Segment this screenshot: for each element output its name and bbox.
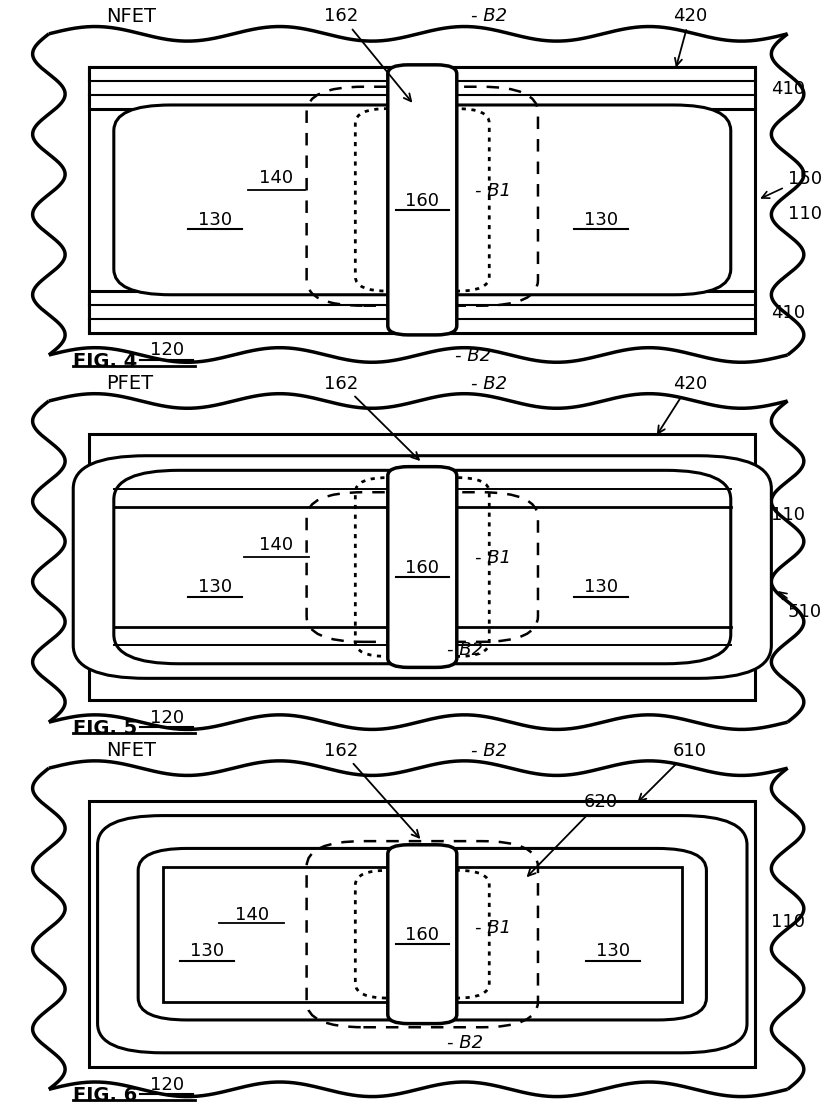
FancyBboxPatch shape [388,65,456,336]
Text: 420: 420 [673,8,707,66]
Text: NFET: NFET [106,740,156,759]
Text: 140: 140 [259,169,293,187]
Text: PFET: PFET [106,373,152,392]
Text: 410: 410 [771,80,805,97]
Bar [89,434,755,701]
Text: - B2: - B2 [446,1033,483,1051]
FancyBboxPatch shape [113,106,730,295]
Text: 162: 162 [324,741,419,838]
Text: 610: 610 [638,741,707,801]
Text: 162: 162 [324,375,419,460]
Text: 162: 162 [324,8,411,102]
Text: 160: 160 [405,925,439,944]
Text: - B1: - B1 [474,182,511,200]
Bar [89,67,755,334]
Text: 140: 140 [234,905,269,923]
Text: 120: 120 [150,708,184,726]
Text: 110: 110 [771,912,805,930]
Text: FIG. 6: FIG. 6 [73,1085,137,1104]
Text: - B2: - B2 [471,741,507,759]
Text: 140: 140 [259,535,293,554]
FancyBboxPatch shape [73,456,771,678]
FancyBboxPatch shape [98,815,747,1053]
Text: FIG. 4: FIG. 4 [73,351,137,370]
Text: 110: 110 [787,204,821,223]
Text: - B2: - B2 [471,375,507,392]
Text: 130: 130 [198,211,232,229]
Text: - B1: - B1 [474,549,511,567]
Text: 130: 130 [584,578,618,596]
FancyBboxPatch shape [113,471,730,664]
Text: 410: 410 [771,304,805,322]
Text: NFET: NFET [106,7,156,25]
Bar [89,292,755,334]
Text: 160: 160 [405,558,439,577]
Text: 150: 150 [762,170,821,199]
Text: - B2: - B2 [455,347,491,365]
Text: - B2: - B2 [446,641,483,659]
Text: 130: 130 [198,578,232,596]
Text: - B2: - B2 [471,8,507,25]
Text: 420: 420 [657,375,707,434]
FancyBboxPatch shape [138,849,706,1020]
Text: - B1: - B1 [474,918,511,937]
Text: 120: 120 [150,1075,184,1093]
Bar [89,67,755,109]
FancyBboxPatch shape [388,845,456,1023]
Text: 160: 160 [405,191,439,210]
FancyBboxPatch shape [388,467,456,667]
Text: 130: 130 [584,211,618,229]
Bar [89,801,755,1067]
Text: 130: 130 [190,941,224,959]
Bar [162,866,681,1002]
Text: FIG. 5: FIG. 5 [73,718,137,737]
Text: 130: 130 [596,941,630,959]
Text: 510: 510 [779,592,821,621]
Text: 620: 620 [527,792,618,876]
Text: 110: 110 [771,505,805,524]
Text: 120: 120 [150,341,184,359]
